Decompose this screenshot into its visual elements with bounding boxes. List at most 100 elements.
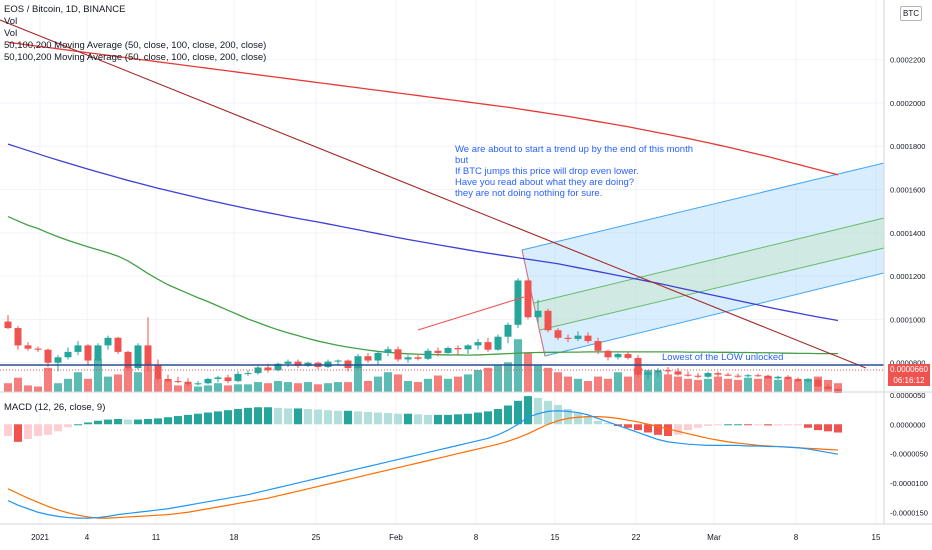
legend: EOS / Bitcoin, 1D, BINANCE Vol Vol 50,10… [4, 4, 266, 64]
ma100-line [7, 143, 839, 322]
macd-histogram-bar [284, 408, 292, 425]
macd-histogram-bar [214, 411, 222, 425]
candle-body [214, 377, 222, 379]
candle-body [594, 341, 602, 351]
candle-body [184, 381, 192, 385]
low-annotation[interactable]: Lowest of the LOW unlocked [662, 352, 784, 363]
candle-body [754, 375, 762, 377]
candle-body [194, 383, 202, 385]
candle-body [414, 357, 422, 359]
volume-bar [164, 381, 172, 392]
annotation-line: they are not doing nothing for sure. [455, 188, 603, 199]
macd-histogram-bar [274, 407, 282, 425]
candle-body [474, 342, 482, 346]
macd-histogram-bar [824, 424, 832, 432]
volume-bar [64, 378, 72, 392]
candle-body [234, 373, 242, 382]
volume-bar [674, 376, 682, 392]
macd-histogram-bar [464, 413, 472, 425]
macd-histogram-bar [774, 424, 782, 426]
volume-bar [124, 367, 132, 392]
volume-bar [624, 376, 632, 392]
macd-histogram-bar [524, 396, 532, 425]
macd-histogram-bar [594, 420, 602, 425]
candle-body [174, 381, 182, 383]
legend-vol-2[interactable]: Vol [4, 28, 18, 39]
candle-body [294, 361, 302, 366]
candle-body [814, 379, 822, 387]
candle-body [244, 373, 252, 375]
macd-histogram-bar [404, 413, 412, 425]
legend-ma-2[interactable]: 50,100,200 Moving Average (50, close, 10… [4, 52, 267, 63]
macd-histogram-bar [14, 424, 22, 442]
volume-bar [344, 382, 352, 392]
macd-histogram-bar [654, 424, 662, 435]
candle-body [524, 280, 532, 318]
macd-histogram-bar [674, 424, 682, 435]
candle-body [84, 345, 92, 361]
candle-body [514, 280, 522, 325]
descending-trendline [0, 19, 867, 369]
volume-bar [714, 376, 722, 392]
macd-histogram-bar [494, 409, 502, 425]
candle-body [364, 356, 372, 361]
macd-histogram-bar [124, 419, 132, 425]
candle-body [24, 345, 32, 349]
volume-bar [744, 377, 752, 392]
volume-bar [784, 378, 792, 392]
candle-body [44, 349, 52, 363]
volume-bar [384, 372, 392, 392]
time-tick-label: 15 [872, 533, 881, 542]
volume-bar [574, 378, 582, 392]
macd-histogram-bar [54, 424, 62, 432]
candle-body [54, 357, 62, 363]
legend-vol-1[interactable]: Vol [4, 16, 18, 27]
candle-body [334, 360, 342, 362]
macd-histogram-bar [344, 410, 352, 425]
macd-histogram-bar [114, 418, 122, 425]
macd-tick-label: -0.0000150 [890, 508, 928, 517]
macd-histogram-bar [724, 424, 732, 426]
macd-histogram-bar [4, 424, 12, 436]
candle-body [534, 310, 542, 318]
macd-histogram-bar [104, 419, 112, 425]
ma200-line [7, 41, 839, 176]
volume-bar [794, 381, 802, 392]
volume-bar [634, 367, 642, 392]
volume-bar [184, 384, 192, 392]
volume-bar [614, 372, 622, 392]
macd-legend[interactable]: MACD (12, 26, close, 9) [4, 402, 106, 413]
price-tick-label: 0.0001200 [890, 272, 925, 281]
candle-body [704, 373, 712, 377]
candle-body [464, 345, 472, 350]
volume-bar [74, 372, 82, 392]
macd-histogram-bar [764, 424, 772, 426]
annotation-text[interactable]: We are about to start a trend up by the … [455, 144, 693, 199]
macd-histogram-bar [444, 414, 452, 425]
candle-body [694, 375, 702, 377]
candle-body [764, 375, 772, 379]
macd-histogram-bar [814, 424, 822, 431]
legend-symbol[interactable]: EOS / Bitcoin, 1D, BINANCE [4, 4, 126, 15]
volume-bar [594, 376, 602, 392]
macd-histogram-bar [44, 424, 52, 435]
candle-body [144, 345, 152, 365]
legend-ma-1[interactable]: 50,100,200 Moving Average (50, close, 10… [4, 40, 267, 51]
macd-tick-label: -0.0000100 [890, 479, 928, 488]
macd-histogram-bar [394, 413, 402, 425]
macd-histogram-bar [204, 412, 212, 425]
macd-histogram-bar [334, 410, 342, 425]
candle-body [574, 335, 582, 339]
macd-histogram-bar [734, 424, 742, 426]
price-tick-label: 0.0001000 [890, 315, 925, 324]
currency-button[interactable]: BTC [900, 6, 922, 21]
volume-bar [414, 382, 422, 392]
volume-bar [724, 378, 732, 392]
time-tick-label: 22 [632, 533, 641, 542]
candles [4, 278, 842, 394]
candle-body [264, 367, 272, 371]
candle-body [684, 374, 692, 376]
macd-histogram-bar [514, 400, 522, 425]
channel-handle [521, 249, 546, 357]
